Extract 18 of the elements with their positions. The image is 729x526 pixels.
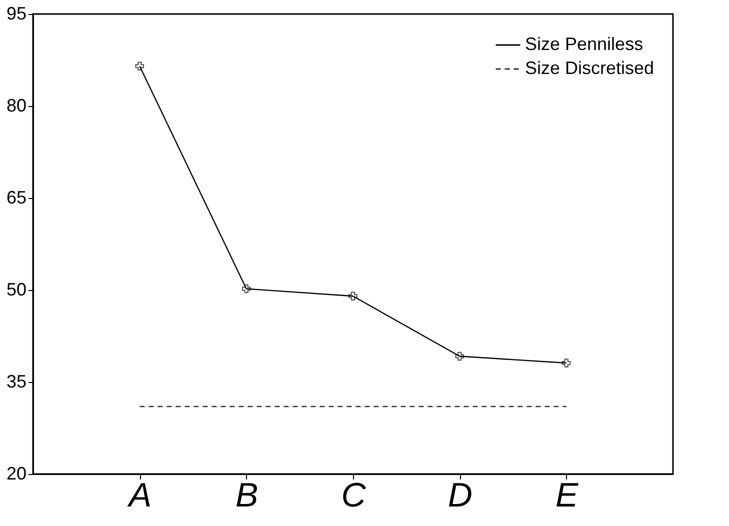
x-tick-label: A — [126, 476, 152, 514]
legend-label: Size Discretised — [525, 58, 654, 78]
y-tick-label: 35 — [6, 372, 26, 392]
point — [242, 284, 251, 294]
x-tick-label: E — [555, 476, 578, 514]
point — [455, 352, 464, 361]
legend-label: Size Penniless — [525, 34, 644, 54]
point — [562, 358, 571, 368]
y-tick-label: 65 — [6, 188, 26, 208]
point — [135, 62, 144, 71]
point — [348, 292, 358, 301]
x-tick-label: D — [448, 476, 472, 514]
y-tick-label: 50 — [6, 280, 26, 300]
y-tick-label: 20 — [6, 464, 26, 484]
y-tick-label: 95 — [6, 4, 26, 24]
y-tick-label: 80 — [6, 96, 26, 116]
x-tick-label: B — [235, 476, 258, 514]
x-tick-label: C — [341, 476, 366, 514]
